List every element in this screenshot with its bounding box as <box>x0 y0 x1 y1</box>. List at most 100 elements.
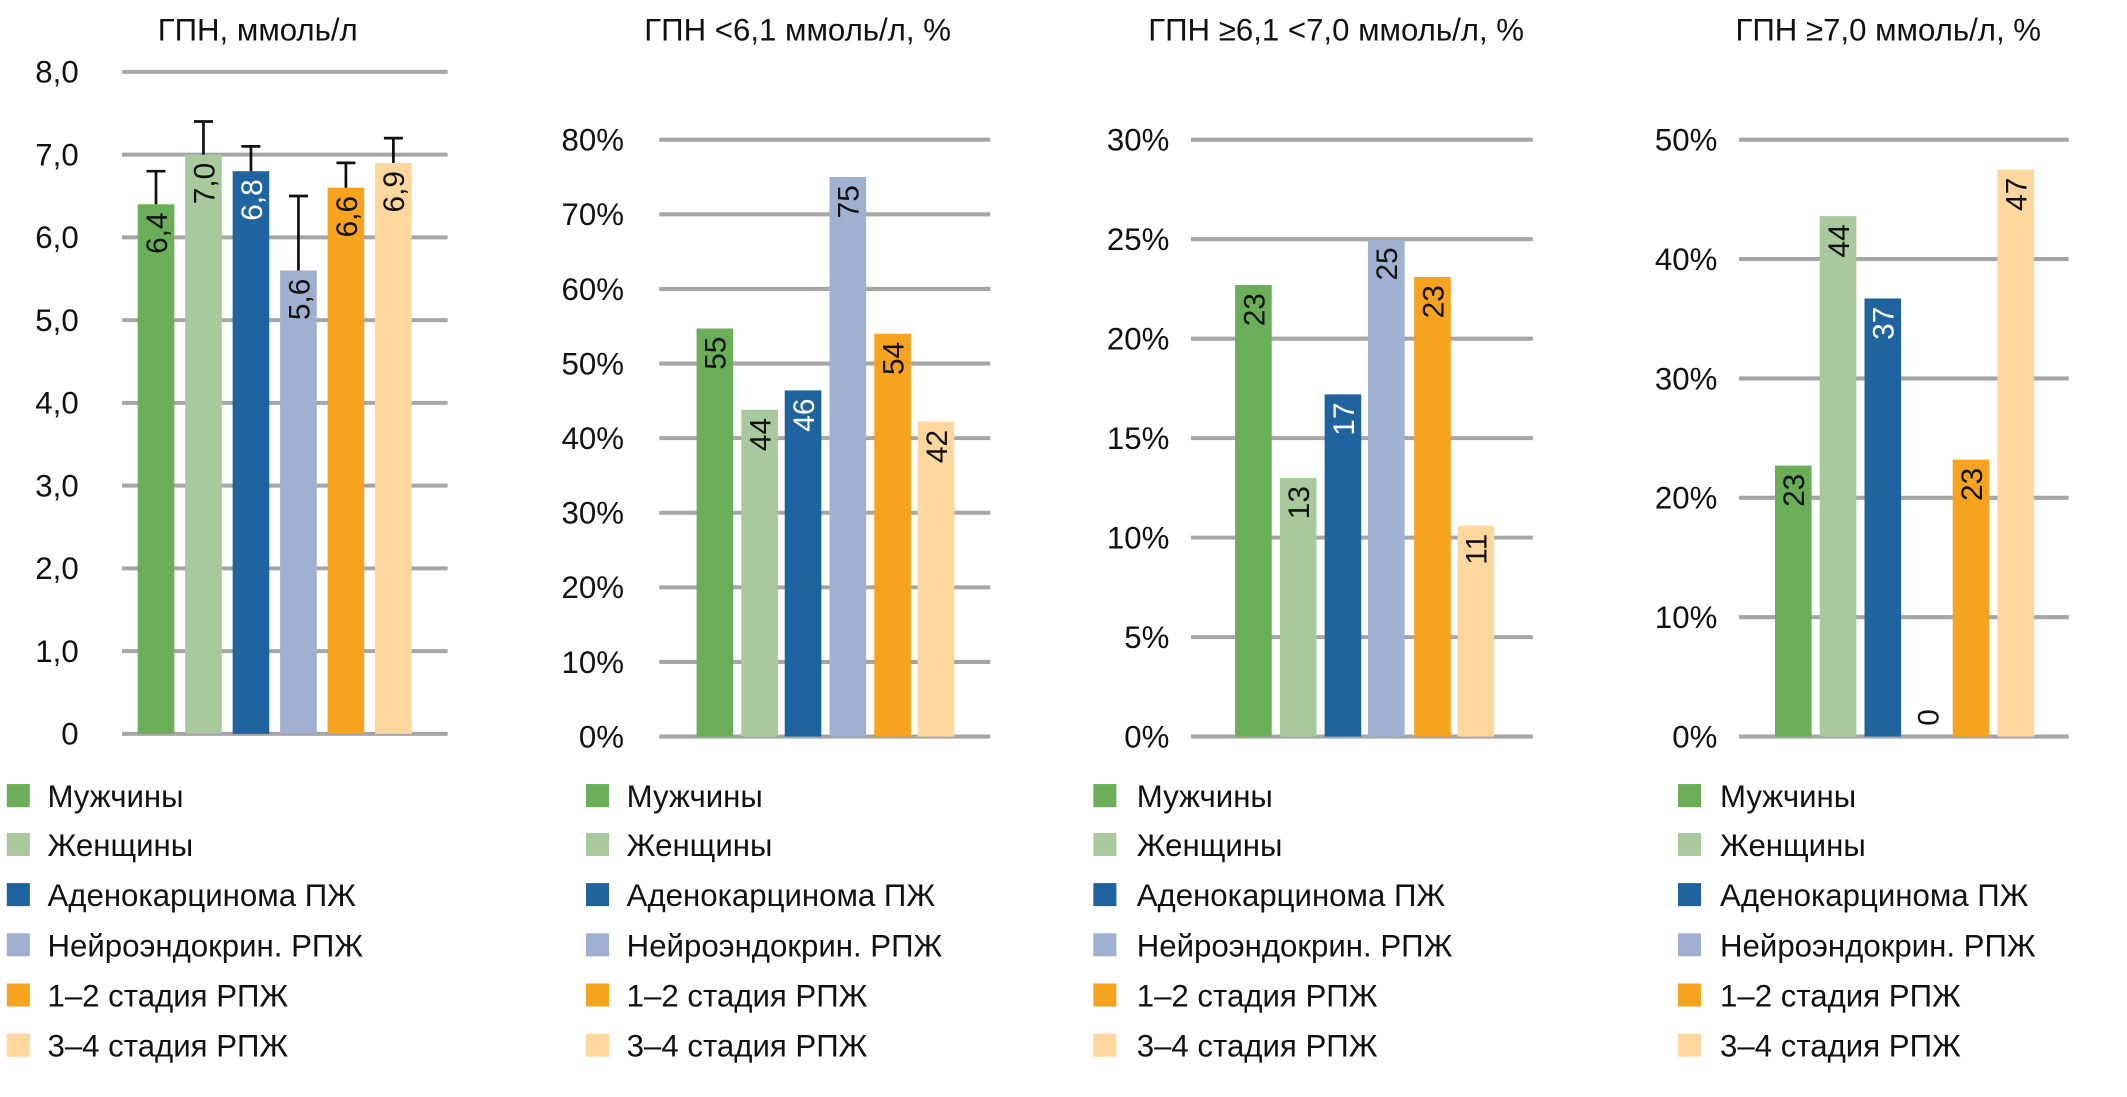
legend-swatch <box>1677 883 1702 907</box>
legend-swatch <box>6 784 30 808</box>
legend-label: Женщины <box>627 828 773 863</box>
legend-swatch <box>1677 933 1702 957</box>
bar <box>741 409 778 737</box>
legend-label: 3–4 стадия РПЖ <box>1720 1029 1961 1064</box>
bar <box>1997 169 2035 737</box>
y-tick-label: 6,0 <box>35 220 78 255</box>
chart-panel-4: ГПН ≥7,0 ммоль/л, % 0% 10% 20% 30% 40% 50% 23 44… <box>1655 13 2069 1064</box>
y-tick-label: 70% <box>562 197 624 232</box>
bar <box>1952 459 1990 737</box>
data-label: 25 <box>1371 247 1404 280</box>
data-label: 42 <box>921 430 954 463</box>
data-label: 46 <box>788 399 821 432</box>
y-tick-label: 3,0 <box>35 468 78 503</box>
data-label: 23 <box>1778 474 1811 507</box>
data-label: 13 <box>1283 486 1316 519</box>
y-tick-label: 0% <box>1124 719 1169 754</box>
y-tick-label: 10% <box>562 645 624 680</box>
chart-panel-1: ГПН, ммоль/л 0 1,0 2,0 3,0 4,0 5,0 6,0 7,0 8,0 6,4… <box>6 13 448 1064</box>
legend-swatch <box>1093 933 1117 957</box>
charts-figure: ГПН, ммоль/л 0 1,0 2,0 3,0 4,0 5,0 6,0 7,0 8,0 6,4… <box>6 13 2069 1064</box>
bar <box>1864 298 1902 737</box>
chart-title: ГПН ≥6,1 <7,0 ммоль/л, % <box>1148 13 1524 48</box>
legend-label: 3–4 стадия РПЖ <box>627 1029 868 1064</box>
data-label: 6,9 <box>378 171 411 212</box>
legend-label: Аденокарцинома ПЖ <box>47 878 356 913</box>
bar <box>874 333 911 737</box>
data-label: 5,6 <box>283 279 316 320</box>
legend-swatch <box>1677 832 1702 856</box>
legend-label: Мужчины <box>1137 779 1273 814</box>
data-label: 37 <box>1868 307 1901 340</box>
legend-label: Аденокарцинома ПЖ <box>627 878 936 913</box>
data-label: 75 <box>833 185 866 218</box>
legend-swatch <box>586 933 610 957</box>
y-tick-label: 40% <box>562 421 624 456</box>
legend-label: Нейроэндокрин. РПЖ <box>47 928 363 963</box>
bar <box>185 154 222 734</box>
legend-label: Мужчины <box>1720 779 1856 814</box>
y-tick-label: 2,0 <box>35 551 78 586</box>
chart-panel-2: ГПН <6,1 ммоль/л, % 0% 10% 20% 30% 40% 50% 60% 7… <box>562 13 991 1064</box>
y-tick-label: 0 <box>61 717 78 752</box>
legend-label: Мужчины <box>627 779 763 814</box>
legend-swatch <box>586 883 610 907</box>
legend-swatch <box>1677 983 1702 1007</box>
bar <box>327 187 365 734</box>
chart-title: ГПН ≥7,0 ммоль/л, % <box>1735 13 2041 48</box>
legend-label: 3–4 стадия РПЖ <box>47 1029 288 1064</box>
legend-label: Женщины <box>1720 828 1866 863</box>
data-label: 23 <box>1238 293 1271 326</box>
bar <box>917 421 955 737</box>
chart-title: ГПН, ммоль/л <box>158 13 358 48</box>
data-label: 6,6 <box>331 196 364 237</box>
legend-label: Женщины <box>1137 828 1283 863</box>
y-tick-label: 15% <box>1107 421 1169 456</box>
legend-label: 1–2 стадия РПЖ <box>1720 979 1961 1014</box>
legend-swatch <box>6 983 30 1007</box>
legend-label: Мужчины <box>47 779 183 814</box>
chart-title: ГПН <6,1 ммоль/л, % <box>644 13 951 48</box>
y-tick-label: 5,0 <box>35 303 78 338</box>
data-label: 11 <box>1461 534 1494 565</box>
y-tick-label: 25% <box>1107 222 1169 257</box>
bar <box>784 390 822 737</box>
y-tick-label: 20% <box>562 570 624 605</box>
legend-swatch <box>1093 883 1117 907</box>
bar <box>1235 284 1272 737</box>
data-label: 47 <box>2001 178 2034 211</box>
legend-swatch <box>1677 1033 1702 1057</box>
bar <box>1324 394 1362 737</box>
legend-label: Женщины <box>47 828 193 863</box>
data-label: 55 <box>700 337 733 370</box>
legend-swatch <box>6 1033 30 1057</box>
bar <box>1368 239 1405 737</box>
bar <box>696 328 734 737</box>
y-tick-label: 50% <box>1655 123 1717 158</box>
data-label: 23 <box>1956 468 1989 501</box>
legend-swatch <box>1093 784 1117 808</box>
legend-swatch <box>586 983 610 1007</box>
legend-label: Нейроэндокрин. РПЖ <box>1137 928 1453 963</box>
y-tick-label: 30% <box>1107 123 1169 158</box>
legend-swatch <box>1093 832 1117 856</box>
legend-swatch <box>1093 1033 1117 1057</box>
legend-swatch <box>1093 983 1117 1007</box>
data-label: 44 <box>1823 224 1856 257</box>
y-tick-label: 0% <box>1672 719 1717 754</box>
y-tick-label: 60% <box>562 272 624 307</box>
y-tick-label: 5% <box>1124 620 1169 655</box>
bar <box>137 204 175 734</box>
y-tick-label: 40% <box>1655 242 1717 277</box>
data-label: 6,8 <box>236 179 269 220</box>
legend-label: Нейроэндокрин. РПЖ <box>627 928 943 963</box>
y-tick-label: 30% <box>562 496 624 531</box>
data-label: 6,4 <box>141 212 174 253</box>
legend-label: 1–2 стадия РПЖ <box>47 979 288 1014</box>
bar <box>375 162 412 734</box>
bar <box>280 270 317 734</box>
y-tick-label: 7,0 <box>35 137 78 172</box>
legend-label: 1–2 стадия РПЖ <box>1137 979 1378 1014</box>
legend-swatch <box>6 933 30 957</box>
y-tick-label: 10% <box>1655 600 1717 635</box>
